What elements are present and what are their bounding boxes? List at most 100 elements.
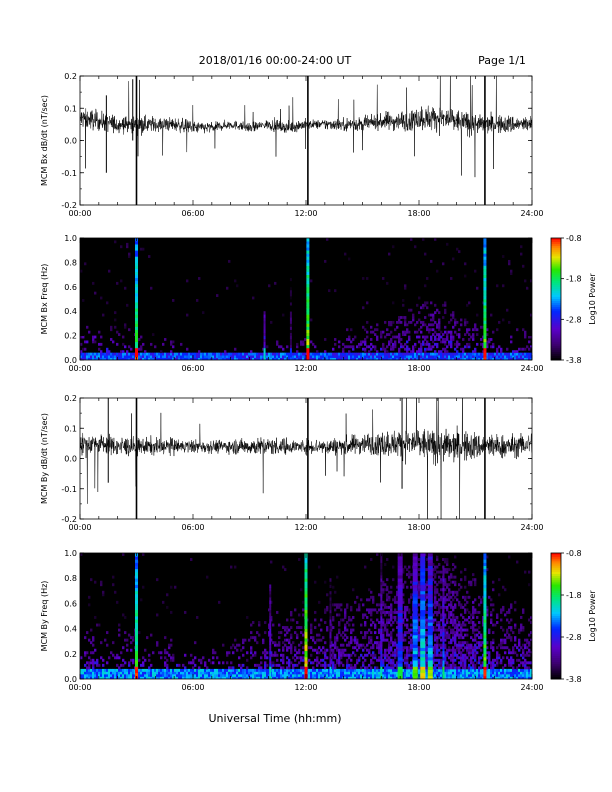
spectrogram-cell <box>464 274 467 278</box>
spectrogram-cell <box>162 355 165 358</box>
spectrogram-cell <box>428 328 431 332</box>
spectrogram-cell <box>482 671 485 675</box>
spectrogram-cell <box>250 350 253 354</box>
spectrogram-cell <box>404 316 407 319</box>
spectrogram-cell <box>446 598 449 602</box>
spectrogram-cell <box>516 355 519 358</box>
spectrogram-cell <box>198 350 201 354</box>
spectrogram-column-cell <box>306 329 310 333</box>
spectrogram-column-cell <box>380 634 383 639</box>
spectrogram-cell <box>448 641 451 645</box>
spectrogram-cell <box>438 570 441 574</box>
spectrogram-cell <box>408 636 411 640</box>
spectrogram-cell <box>462 628 465 632</box>
spectrogram-cell <box>298 656 301 660</box>
spectrogram-cell <box>358 357 361 360</box>
spectrogram-cell <box>454 583 457 587</box>
spectrogram-cell <box>366 668 369 672</box>
spectrogram-cell <box>218 357 221 360</box>
spectrogram-cell <box>430 318 433 322</box>
spectrogram-cell <box>360 623 363 627</box>
spectrogram-cell <box>144 668 147 672</box>
spectrogram-cell <box>330 355 333 358</box>
spectrogram-cell <box>464 575 467 579</box>
spectrogram-cell <box>450 338 453 341</box>
spectrogram-cell <box>132 676 135 679</box>
spectrogram-cell <box>254 636 257 640</box>
spectrogram-cell <box>482 621 485 624</box>
spectrogram-cell <box>492 663 495 667</box>
spectrogram-cell <box>288 357 291 360</box>
spectrogram-cell <box>298 613 301 617</box>
spectrogram-cell <box>416 350 419 354</box>
spectrogram-cell <box>494 357 497 360</box>
spectrogram-cell <box>404 357 407 360</box>
spectrogram-cell <box>470 335 473 339</box>
spectrogram-cell <box>512 668 515 672</box>
spectrogram-cell <box>356 641 359 645</box>
spectrogram-column-cell <box>289 286 292 291</box>
spectrogram-cell <box>340 668 343 672</box>
spectrogram-cell <box>122 352 125 356</box>
spectrogram-cell <box>88 352 91 356</box>
spectrogram-cell <box>498 357 501 360</box>
spectrogram-cell <box>158 651 161 655</box>
spectrogram-cell <box>394 616 397 619</box>
spectrogram-cell <box>370 590 373 594</box>
spectrogram-cell <box>352 616 355 619</box>
spectrogram-cell <box>130 352 133 356</box>
spectrogram-cell <box>372 355 375 358</box>
spectrogram-cell <box>320 668 323 672</box>
spectrogram-cell <box>388 357 391 360</box>
spectrogram-cell <box>400 338 403 341</box>
spectrogram-cell <box>260 666 263 670</box>
spectrogram-cell <box>524 279 527 283</box>
spectrogram-cell <box>370 671 373 675</box>
spectrogram-cell <box>436 323 439 327</box>
spectrogram-cell <box>354 676 357 679</box>
spectrogram-cell <box>404 610 407 614</box>
spectrogram-column-cell <box>289 280 292 285</box>
spectrogram-cell <box>354 335 357 339</box>
spectrogram-cell <box>348 350 351 354</box>
spectrogram-cell <box>370 661 373 665</box>
spectrogram-cell <box>132 658 135 662</box>
spectrogram-column-cell <box>397 634 403 639</box>
spectrogram-cell <box>312 352 315 356</box>
spectrogram-cell <box>386 578 389 582</box>
spectrogram-cell <box>112 673 115 677</box>
spectrogram-cell <box>446 628 449 632</box>
spectrogram-column-cell <box>412 619 418 623</box>
spectrogram-cell <box>520 252 523 256</box>
spectrogram-cell <box>282 626 285 629</box>
spectrogram-cell <box>338 661 341 665</box>
spectrogram-column-cell <box>289 344 292 349</box>
spectrogram-cell <box>344 668 347 672</box>
spectrogram-cell <box>84 340 87 344</box>
spectrogram-cell <box>270 560 273 564</box>
spectrogram-cell <box>294 676 297 679</box>
spectrogram-cell <box>438 603 441 607</box>
spectrogram-cell <box>404 323 407 327</box>
spectrogram-cell <box>464 603 467 607</box>
spectrogram-cell <box>432 646 435 650</box>
colorbar-swatch <box>551 303 561 306</box>
spectrogram-cell <box>126 676 129 679</box>
colorbar-swatch <box>551 337 561 341</box>
spectrogram-cell <box>460 668 463 672</box>
spectrogram-cell <box>332 643 335 647</box>
spectrogram-cell <box>242 355 245 358</box>
spectrogram-cell <box>250 631 253 635</box>
spectrogram-cell <box>508 651 511 655</box>
spectrogram-cell <box>372 600 375 604</box>
spectrogram-cell <box>230 565 233 569</box>
spectrogram-cell <box>444 643 447 647</box>
spectrogram-cell <box>430 352 433 356</box>
spectrogram-cell <box>218 668 221 672</box>
spectrogram-cell <box>410 585 413 589</box>
spectrogram-cell <box>438 580 441 584</box>
colorbar-swatch <box>551 274 561 278</box>
spectrogram-cell <box>288 638 291 642</box>
spectrogram-column-cell <box>289 289 292 294</box>
spectrogram-cell <box>148 352 151 356</box>
